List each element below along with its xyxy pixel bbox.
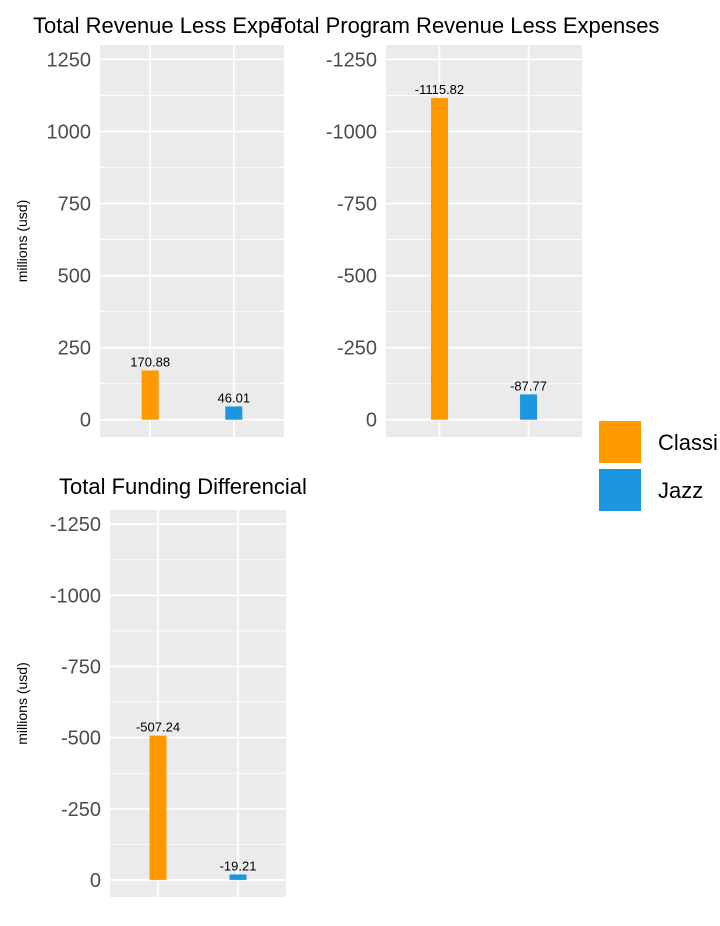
panel-title: Total Revenue Less Expe [33,13,283,38]
y-tick-label: 0 [90,870,101,892]
bar-classi [141,370,159,420]
bar-jazz [229,874,247,880]
y-tick-label: -750 [61,657,101,679]
y-tick-label: -250 [337,338,377,360]
panel-background [100,45,284,437]
legend-key-jazz [597,467,643,513]
y-tick-label: -1000 [50,585,101,607]
y-tick-label: -500 [337,266,377,288]
y-tick-label: 750 [58,194,91,216]
y-tick-label: -250 [61,799,101,821]
y-tick-label: 250 [58,338,91,360]
y-tick-label: -1000 [326,121,377,143]
bar-data-label: -507.24 [136,720,180,735]
bar-data-label: 46.01 [218,390,251,405]
y-tick-label: 1250 [47,49,92,71]
bar-data-label: -87.77 [510,378,547,393]
bar-jazz [520,394,538,420]
legend-label: Jazz [658,478,703,503]
y-tick-label: -750 [337,194,377,216]
y-tick-label: -1250 [326,49,377,71]
bar-classi [430,98,448,420]
y-tick-label: 1000 [47,121,92,143]
bar-data-label: -19.21 [220,858,257,873]
panel-background [110,510,286,897]
panel-background [386,45,582,437]
bar-data-label: 170.88 [130,354,170,369]
y-tick-label: -500 [61,728,101,750]
y-tick-label: 500 [58,266,91,288]
bar-jazz [225,406,243,420]
y-axis-label: millions (usd) [14,200,30,282]
bar-classi [149,735,167,880]
panel-title: Total Program Revenue Less Expenses [273,13,659,38]
legend-key-classi [597,419,643,465]
panel-title: Total Funding Differencial [59,474,307,499]
y-tick-label: 0 [80,410,91,432]
y-tick-label: -1250 [50,514,101,536]
y-axis-label: millions (usd) [14,662,30,744]
y-tick-label: 0 [366,410,377,432]
bar-data-label: -1115.82 [415,82,464,97]
legend-label: Classi [658,430,718,455]
